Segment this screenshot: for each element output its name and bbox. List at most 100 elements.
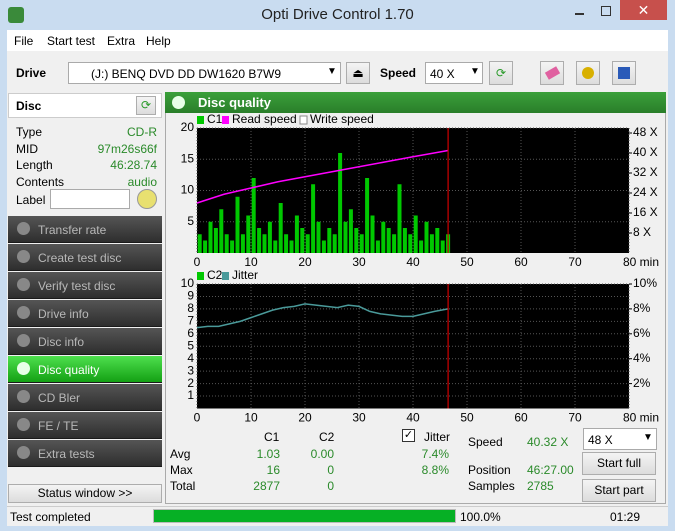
y2-tick-label: 40 X — [633, 145, 658, 159]
nav-label: Disc info — [38, 335, 85, 349]
dropdown-arrow: ▼ — [327, 66, 337, 77]
close-button[interactable]: ✕ — [620, 0, 667, 20]
elapsed-time: 01:29 — [610, 510, 641, 524]
x-tick-label: 60 — [514, 255, 528, 269]
y-tick-label: 7 — [187, 314, 194, 328]
y2-tick-label: 8 X — [633, 225, 651, 239]
stat-value: 0 — [327, 479, 334, 493]
nav-button[interactable]: Disc quality — [8, 356, 162, 383]
field-value: audio — [127, 174, 157, 189]
nav-button[interactable]: Transfer rate — [8, 216, 162, 243]
start-part-button[interactable]: Start part — [582, 479, 656, 502]
legend-swatch — [197, 272, 204, 280]
stat-value: 7.4% — [421, 447, 449, 461]
jitter-checkbox[interactable]: ✓ — [402, 429, 415, 442]
settings-button[interactable] — [576, 61, 600, 85]
y-tick-label: 10 — [181, 183, 195, 197]
menu-item[interactable]: File — [14, 34, 34, 48]
erase-button[interactable] — [540, 61, 564, 85]
menu-item[interactable]: Start test — [47, 34, 96, 48]
save-button[interactable] — [612, 61, 636, 85]
label-caption: Label — [16, 193, 46, 207]
y2-tick-label: 10% — [633, 276, 657, 290]
nav-button[interactable]: Verify test disc — [8, 272, 162, 299]
nav-icon — [17, 334, 30, 347]
disc-refresh[interactable]: ⟳ — [136, 96, 156, 115]
speed-caption: Speed — [468, 435, 503, 449]
panel-title: Disc quality — [198, 95, 271, 110]
x-tick-label: 0 — [194, 411, 201, 423]
label-button[interactable] — [137, 189, 157, 209]
row-label: Max — [170, 463, 193, 477]
speed-reading: 40.32 X — [527, 435, 569, 449]
panel-icon — [172, 96, 185, 109]
y-tick-label: 1 — [187, 388, 194, 402]
nav-button[interactable]: CD Bler — [8, 384, 162, 411]
start-full-button[interactable]: Start full — [582, 452, 656, 475]
x-tick-label: 40 — [406, 411, 420, 423]
field-value: 97m26s66f — [97, 141, 157, 156]
y-tick-label: 4 — [187, 351, 194, 365]
nav-button[interactable]: FE / TE — [8, 412, 162, 439]
field-value: CD-R — [127, 125, 157, 139]
drive-select[interactable]: (J:) BENQ DVD DD DW1620 B7W9 ▼ — [68, 62, 341, 84]
menu-item[interactable]: Help — [146, 34, 171, 48]
dropdown-arrow: ▼ — [470, 66, 480, 77]
stat-value: 0.00 — [310, 447, 334, 461]
nav-button[interactable]: Drive info — [8, 300, 162, 327]
nav-icon — [17, 222, 30, 235]
panel-header: Disc quality — [165, 92, 666, 113]
y-tick-label: 2 — [187, 376, 194, 390]
y2-tick-label: 48 X — [633, 125, 658, 139]
position-caption: Position — [468, 463, 511, 477]
x-tick-label: 20 — [298, 411, 312, 423]
field-label: Length — [16, 158, 53, 172]
legend-swatch — [299, 115, 308, 125]
stats-header: C2 — [319, 430, 335, 444]
y2-tick-label: 6% — [633, 326, 651, 340]
x-tick-label: 80 min — [623, 411, 659, 423]
status-text: Test completed — [10, 510, 91, 524]
nav-button[interactable]: Create test disc — [8, 244, 162, 271]
x-tick-label: 30 — [352, 411, 366, 423]
menu-bar: File Start test Extra Help — [7, 30, 668, 51]
y2-tick-label: 8% — [633, 301, 651, 315]
minimize-button[interactable] — [566, 1, 592, 21]
nav-label: Extra tests — [38, 447, 95, 461]
speed-select[interactable]: 40 X ▼ — [425, 62, 483, 84]
nav-icon — [17, 362, 30, 375]
y-tick-label: 5 — [187, 214, 194, 228]
eject-button[interactable]: ⏏ — [346, 62, 370, 84]
field-label: MID — [16, 141, 38, 156]
legend-label: Jitter — [232, 268, 258, 282]
samples-value: 2785 — [527, 479, 554, 493]
label-input[interactable] — [50, 189, 130, 209]
row-label: Avg — [170, 447, 191, 461]
y-tick-label: 5 — [187, 338, 194, 352]
maximize-button[interactable] — [593, 1, 619, 21]
y-tick-label: 10 — [181, 276, 195, 290]
progress-label: 100.0% — [460, 510, 501, 524]
test-speed-value: 48 X — [588, 433, 613, 447]
test-speed-select[interactable]: 48 X ▼ — [583, 428, 657, 450]
series-line — [196, 149, 449, 204]
stat-value: 2877 — [253, 479, 280, 493]
menu-item[interactable]: Extra — [107, 34, 136, 48]
status-window-button[interactable]: Status window >> — [8, 484, 162, 503]
y2-tick-label: 2% — [633, 376, 651, 390]
x-tick-label: 70 — [568, 255, 582, 269]
nav-label: Transfer rate — [38, 223, 107, 237]
refresh-button[interactable]: ⟳ — [489, 61, 513, 85]
nav-label: Drive info — [38, 307, 89, 321]
y-tick-label: 3 — [187, 363, 194, 377]
window-title: Opti Drive Control 1.70 — [261, 6, 414, 23]
samples-caption: Samples — [468, 479, 515, 493]
legend-label: C2 — [207, 268, 223, 282]
nav-button[interactable]: Disc info — [8, 328, 162, 355]
nav-button[interactable]: Extra tests — [8, 440, 162, 467]
nav-label: CD Bler — [38, 391, 81, 405]
y2-tick-label: 32 X — [633, 165, 658, 179]
speed-value: 40 X — [430, 67, 455, 81]
